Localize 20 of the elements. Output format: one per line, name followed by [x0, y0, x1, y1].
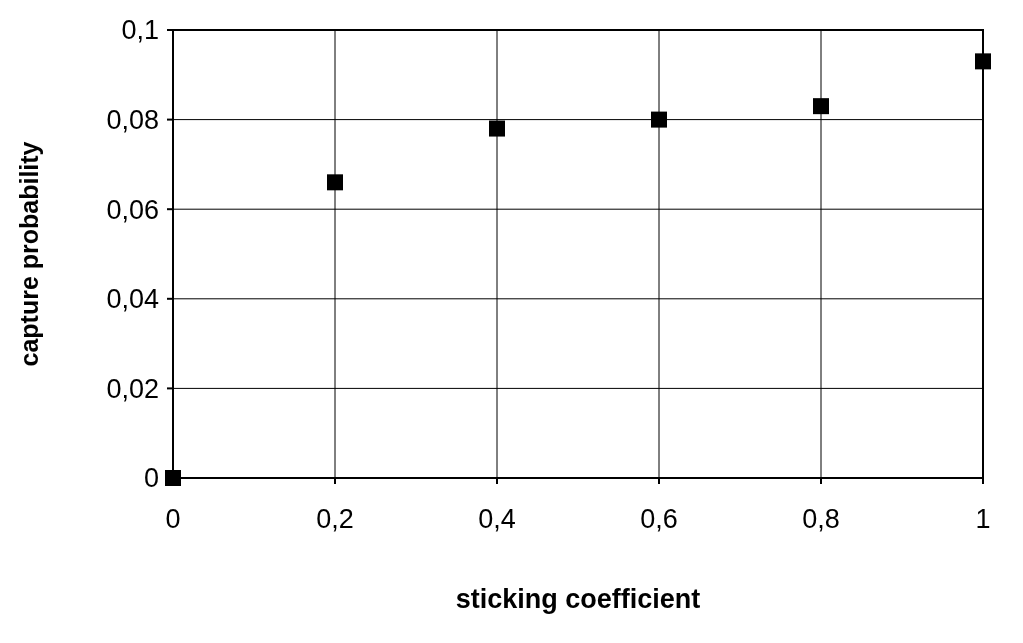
x-tick-label: 0,2: [316, 504, 354, 534]
point: [489, 120, 505, 137]
y-tick-label: 0: [143, 463, 159, 494]
x-axis-title: sticking coefficient: [455, 584, 701, 614]
x-tick-label: 0,4: [478, 504, 516, 534]
x-tick-label: 0: [165, 504, 181, 534]
x-tick-label: 0,6: [640, 504, 678, 534]
y-tick-label: 0,08: [106, 105, 159, 136]
point: [813, 98, 829, 115]
y-tick-label: 0,1: [121, 15, 159, 46]
y-axis-title: capture probability: [15, 141, 43, 367]
point: [651, 111, 667, 128]
y-tick-label: 0,02: [106, 373, 159, 404]
point: [975, 53, 991, 70]
x-tick-label: 0,8: [802, 504, 840, 534]
point: [165, 470, 181, 486]
x-tick-label: 1: [975, 504, 991, 534]
y-tick-label: 0,04: [106, 284, 159, 315]
y-tick-label: 0,06: [106, 194, 159, 225]
point: [327, 174, 343, 191]
